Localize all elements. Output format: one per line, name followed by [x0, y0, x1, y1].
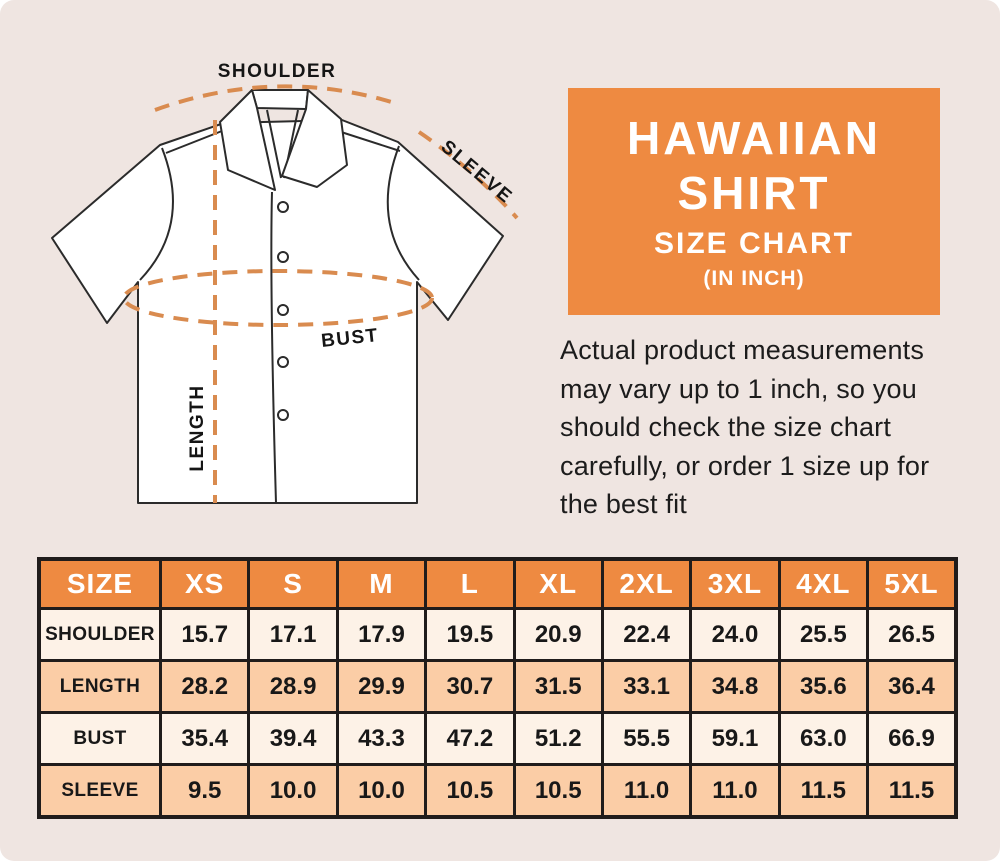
- header-cell-l: L: [424, 557, 516, 610]
- sleeve-measure-dash: [417, 130, 519, 220]
- cell-value: 31.5: [512, 659, 604, 714]
- cell-value: 30.7: [424, 659, 516, 714]
- right-shoulder-seam: [337, 130, 401, 152]
- header-cell-size: SIZE: [37, 557, 162, 610]
- title-size-chart: SIZE CHART: [654, 226, 854, 260]
- title-panel: HAWAIIAN SHIRT SIZE CHART (IN INCH): [568, 88, 940, 315]
- cell-value: 10.5: [424, 763, 516, 819]
- cell-value: 11.0: [689, 763, 781, 819]
- cell-value: 35.4: [158, 711, 251, 766]
- header-cell-xl: XL: [512, 557, 604, 610]
- cell-value: 10.0: [335, 763, 428, 819]
- shoulder-measure-dash: [154, 84, 399, 112]
- cell-value: 33.1: [600, 659, 693, 714]
- buttons: [277, 201, 289, 421]
- cell-value: 20.9: [512, 607, 604, 662]
- cell-value: 51.2: [512, 711, 604, 766]
- left-armhole-seam: [139, 147, 174, 281]
- collar-right-leaf: [281, 89, 348, 188]
- row-label-length: LENGTH: [37, 659, 162, 714]
- cell-value: 29.9: [335, 659, 428, 714]
- shirt-illustration: SHOULDER SLEEVE BUST LENGTH: [51, 61, 519, 504]
- header-cell-4xl: 4XL: [777, 557, 870, 610]
- cell-value: 55.5: [600, 711, 693, 766]
- title-hawaiian: HAWAIIAN: [627, 111, 881, 164]
- cell-value: 11.5: [777, 763, 870, 819]
- shoulder-label: SHOULDER: [218, 61, 337, 82]
- header-cell-s: S: [247, 557, 339, 610]
- table-row-sleeve: SLEEVE 9.5 10.0 10.0 10.5 10.5 11.0 11.0…: [37, 763, 958, 819]
- cell-value: 28.2: [158, 659, 251, 714]
- header-cell-3xl: 3XL: [689, 557, 781, 610]
- shirt-measurement-diagram: SHOULDER SLEEVE BUST LENGTH: [30, 20, 560, 540]
- cell-value: 39.4: [247, 711, 339, 766]
- cell-value: 26.5: [866, 607, 958, 662]
- title-shirt: SHIRT: [677, 166, 831, 219]
- cell-value: 19.5: [424, 607, 516, 662]
- cell-value: 17.9: [335, 607, 428, 662]
- right-armhole-seam: [386, 145, 420, 281]
- cell-value: 47.2: [424, 711, 516, 766]
- row-label-sleeve: SLEEVE: [37, 763, 162, 819]
- measurement-note: Actual product measurements may vary up …: [560, 335, 930, 519]
- length-label: LENGTH: [187, 384, 208, 471]
- cell-value: 59.1: [689, 711, 781, 766]
- cell-value: 34.8: [689, 659, 781, 714]
- cell-value: 17.1: [247, 607, 339, 662]
- cell-value: 43.3: [335, 711, 428, 766]
- cell-value: 63.0: [777, 711, 870, 766]
- table-header-row: SIZE XS S M L XL 2XL 3XL 4XL 5XL: [37, 557, 958, 610]
- cell-value: 15.7: [158, 607, 251, 662]
- row-label-bust: BUST: [37, 711, 162, 766]
- cell-value: 25.5: [777, 607, 870, 662]
- cell-value: 66.9: [866, 711, 958, 766]
- cell-value: 24.0: [689, 607, 781, 662]
- collar-band: [251, 89, 309, 110]
- cell-value: 10.5: [512, 763, 604, 819]
- cell-value: 35.6: [777, 659, 870, 714]
- cell-value: 22.4: [600, 607, 693, 662]
- bust-measure-dash: [122, 269, 434, 327]
- title-unit: (IN INCH): [703, 266, 805, 290]
- header-cell-xs: XS: [158, 557, 251, 610]
- size-table: SIZE XS S M L XL 2XL 3XL 4XL 5XL SHOULDE…: [37, 557, 958, 819]
- placket-line: [270, 191, 277, 504]
- cell-value: 11.5: [866, 763, 958, 819]
- collar-left-leaf: [219, 89, 276, 191]
- header-cell-2xl: 2XL: [600, 557, 693, 610]
- cell-value: 10.0: [247, 763, 339, 819]
- table-row-bust: BUST 35.4 39.4 43.3 47.2 51.2 55.5 59.1 …: [37, 711, 958, 766]
- header-cell-m: M: [335, 557, 428, 610]
- row-label-shoulder: SHOULDER: [37, 607, 162, 662]
- cell-value: 28.9: [247, 659, 339, 714]
- cell-value: 11.0: [600, 763, 693, 819]
- header-cell-5xl: 5XL: [866, 557, 958, 610]
- table-row-shoulder: SHOULDER 15.7 17.1 17.9 19.5 20.9 22.4 2…: [37, 607, 958, 662]
- cell-value: 36.4: [866, 659, 958, 714]
- cell-value: 9.5: [158, 763, 251, 819]
- table-row-length: LENGTH 28.2 28.9 29.9 30.7 31.5 33.1 34.…: [37, 659, 958, 714]
